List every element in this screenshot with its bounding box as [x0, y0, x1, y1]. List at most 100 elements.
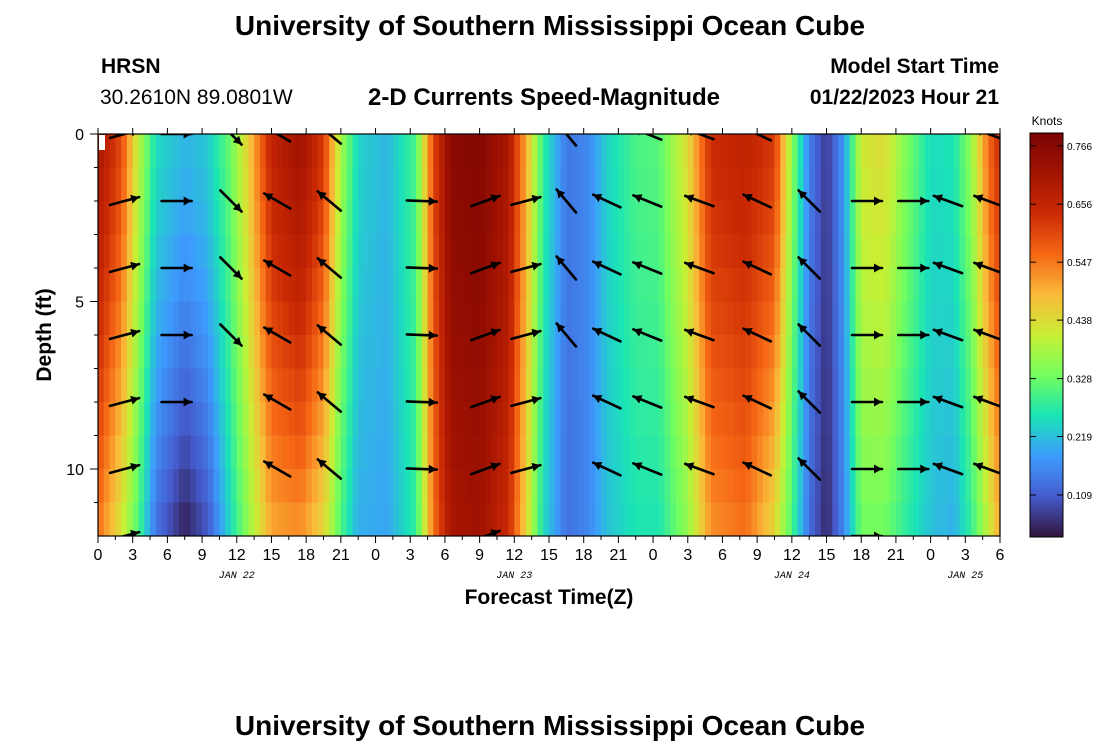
current-vector [470, 194, 501, 208]
y-tick-label: 0 [75, 127, 84, 144]
heatmap-cell [126, 402, 134, 437]
heatmap-cell [624, 502, 631, 536]
heatmap-cell [491, 469, 498, 504]
heatmap-cell [560, 502, 567, 536]
heatmap-cell [485, 134, 492, 169]
heatmap-cell [942, 167, 949, 202]
heatmap-cell [739, 469, 747, 504]
model-start-value: 01/22/2023 Hour 21 [809, 86, 999, 109]
heatmap-cell [624, 234, 631, 269]
heatmap-cell [190, 469, 197, 504]
heatmap-cell [265, 368, 273, 403]
x-tick-label: 12 [228, 547, 246, 564]
heatmap-cell [329, 435, 336, 470]
heatmap-cell [254, 134, 261, 169]
heatmap-cell [121, 502, 128, 536]
heatmap-cell [202, 234, 209, 269]
heatmap-cell [525, 301, 533, 336]
heatmap-cell [398, 167, 406, 202]
heatmap-cell [768, 301, 776, 336]
heatmap-cell [346, 201, 354, 236]
heatmap-cell [618, 167, 625, 202]
heatmap-cell [965, 201, 972, 236]
current-vectors [108, 134, 1000, 536]
heatmap-cell [676, 234, 683, 269]
heatmap-cell [363, 435, 371, 470]
heatmap-cell [196, 402, 203, 437]
heatmap-cell [381, 301, 388, 336]
heatmap-cell [132, 234, 140, 269]
current-vector [470, 328, 501, 342]
heatmap-cell [306, 234, 313, 269]
heatmap-cell [254, 402, 261, 437]
x-tick-label: 12 [783, 547, 801, 564]
heatmap-cell [780, 167, 787, 202]
heatmap-cell [335, 201, 342, 236]
heatmap-cell [207, 167, 215, 202]
heatmap-cell [647, 502, 654, 536]
heatmap-cell [774, 502, 781, 536]
heatmap-cell [340, 301, 348, 336]
x-tick-label: 15 [818, 547, 836, 564]
heatmap-cell [202, 134, 209, 169]
heatmap-cell [277, 435, 284, 470]
heatmap-cell [757, 268, 764, 303]
heatmap-cell [878, 335, 885, 370]
heatmap-cell [410, 134, 417, 169]
current-vector [316, 257, 343, 279]
heatmap-cell [502, 368, 510, 403]
heatmap-cell [485, 201, 492, 236]
heatmap-cell [329, 234, 336, 269]
heatmap-cell [190, 435, 197, 470]
heatmap-cell [843, 234, 851, 269]
heatmap-cell [184, 335, 192, 370]
heatmap-cell [572, 167, 579, 202]
heatmap-cell [387, 502, 394, 536]
heatmap-cell [930, 201, 937, 236]
colorbar-tick-label: 0.328 [1067, 375, 1092, 386]
heatmap-cell [814, 502, 822, 536]
heatmap-cell [606, 335, 614, 370]
heatmap-cell [901, 301, 909, 336]
heatmap-cell [161, 435, 168, 470]
heatmap-cell [531, 301, 539, 336]
heatmap-cell [444, 335, 452, 370]
heatmap-cell [601, 435, 608, 470]
heatmap-cell [641, 402, 648, 437]
heatmap-cell [473, 268, 481, 303]
heatmap-cell [277, 368, 284, 403]
heatmap-cell [965, 268, 972, 303]
heatmap-cell [427, 201, 434, 236]
heatmap-cell [549, 201, 556, 236]
heatmap-cell [410, 301, 417, 336]
heatmap-cell [641, 335, 648, 370]
heatmap-cell [780, 234, 787, 269]
heatmap-cell [485, 402, 492, 437]
heatmap-cell [144, 201, 151, 236]
heatmap-cell [404, 368, 411, 403]
heatmap-cell [363, 502, 371, 536]
heatmap-cell [502, 335, 510, 370]
heatmap-cell [832, 234, 839, 269]
heatmap-cell [919, 134, 926, 169]
heatmap-cell [288, 368, 296, 403]
heatmap-cell [976, 335, 984, 370]
heatmap-cell [265, 234, 273, 269]
heatmap-cell [791, 201, 799, 236]
heatmap-cell [138, 335, 145, 370]
heatmap-cell [606, 201, 614, 236]
heatmap-cell [109, 402, 116, 437]
heatmap-cell [485, 469, 492, 504]
colorbar [1029, 132, 1064, 538]
heatmap-cell [363, 234, 371, 269]
heatmap-cell [433, 435, 440, 470]
heatmap-cell [335, 502, 342, 536]
heatmap-cell [791, 301, 799, 336]
heatmap-cell [653, 469, 660, 504]
heatmap-cell [537, 502, 544, 536]
heatmap-cell [225, 234, 232, 269]
heatmap-cell [352, 368, 359, 403]
heatmap-cell [641, 134, 648, 169]
heatmap-cell [236, 134, 244, 169]
heatmap-cell [132, 368, 140, 403]
